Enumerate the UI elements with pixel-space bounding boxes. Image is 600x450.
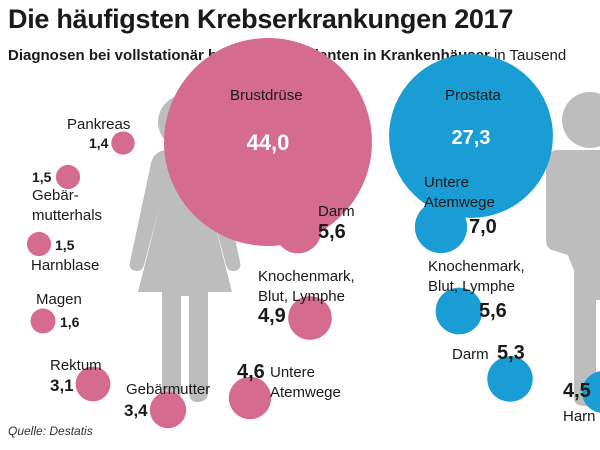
male-label-harnblase: Harn (563, 408, 596, 425)
female-label-gebärmutterhals-line1: Gebär- (32, 187, 79, 204)
male-label-untere-atemwege-line1: Untere (424, 174, 469, 191)
female-value-gebärmutter: 3,4 (124, 401, 148, 420)
female-value-knochenmark-blut-lymphe: 4,9 (258, 305, 286, 327)
male-label-darm: Darm (452, 346, 489, 363)
female-value-untere-atemwege: 4,6 (237, 361, 265, 383)
female-value-brustdrüse: 44,0 (247, 130, 290, 155)
female-label-gebärmutterhals-line2: mutterhals (32, 207, 102, 224)
male-bubble-harnblase (582, 371, 600, 413)
male-bubble-untere-atemwege (414, 200, 468, 254)
female-label-knochenmark-blut-lymphe-line2: Blut, Lymphe (258, 288, 345, 305)
male-bubble-prostata (389, 54, 553, 218)
male-value-prostata: 27,3 (452, 127, 491, 149)
female-bubble-gebärmutter (149, 391, 187, 429)
female-label-pankreas: Pankreas (67, 116, 130, 133)
female-bubble-untere-atemwege (228, 376, 272, 420)
female-bubble-magen (30, 308, 56, 334)
female-label-magen: Magen (36, 291, 82, 308)
female-bubble-gebärmutterhals (55, 164, 81, 190)
female-bubble-darm (274, 206, 322, 254)
female-label-gebärmutter: Gebärmutter (126, 381, 210, 398)
male-bubble-darm (487, 356, 533, 402)
male-label-prostata: Prostata (445, 87, 502, 104)
male-value-untere-atemwege: 7,0 (469, 216, 497, 238)
male-label-untere-atemwege-line2: Atemwege (424, 194, 495, 211)
male-label-knochenmark-blut-lymphe-line1: Knochenmark, (428, 258, 525, 275)
male-label-knochenmark-blut-lymphe-line2: Blut, Lymphe (428, 278, 515, 295)
man-silhouette-icon (546, 92, 600, 406)
female-bubble-pankreas (111, 131, 135, 155)
female-bubble-rektum (75, 366, 111, 402)
female-bubble-brustdrüse (164, 38, 372, 246)
female-value-gebärmutterhals: 1,5 (32, 169, 52, 185)
female-value-darm: 5,6 (318, 221, 346, 243)
female-label-darm: Darm (318, 203, 355, 220)
female-value-pankreas: 1,4 (89, 135, 109, 151)
female-label-knochenmark-blut-lymphe-line1: Knochenmark, (258, 268, 355, 285)
female-value-rektum: 3,1 (50, 376, 74, 395)
female-label-rektum: Rektum (50, 357, 102, 374)
chart-title: Die häufigsten Krebserkrankungen 2017 (8, 4, 514, 34)
female-label-brustdrüse: Brustdrüse (230, 87, 303, 104)
source-note: Quelle: Destatis (8, 424, 93, 438)
female-value-harnblase: 1,5 (55, 237, 75, 253)
male-bubble-knochenmark-blut-lymphe (435, 287, 483, 335)
male-value-darm: 5,3 (497, 342, 525, 364)
female-label-untere-atemwege-line1: Untere (270, 364, 315, 381)
female-label-untere-atemwege-line2: Atemwege (270, 384, 341, 401)
male-value-knochenmark-blut-lymphe: 5,6 (479, 300, 507, 322)
female-bubble-knochenmark-blut-lymphe (288, 296, 332, 340)
female-value-magen: 1,6 (60, 314, 80, 330)
subtitle-unit: in Tausend (493, 47, 567, 64)
female-bubble-harnblase (26, 231, 52, 257)
male-value-harnblase: 4,5 (563, 380, 591, 402)
female-label-harnblase: Harnblase (31, 257, 99, 274)
